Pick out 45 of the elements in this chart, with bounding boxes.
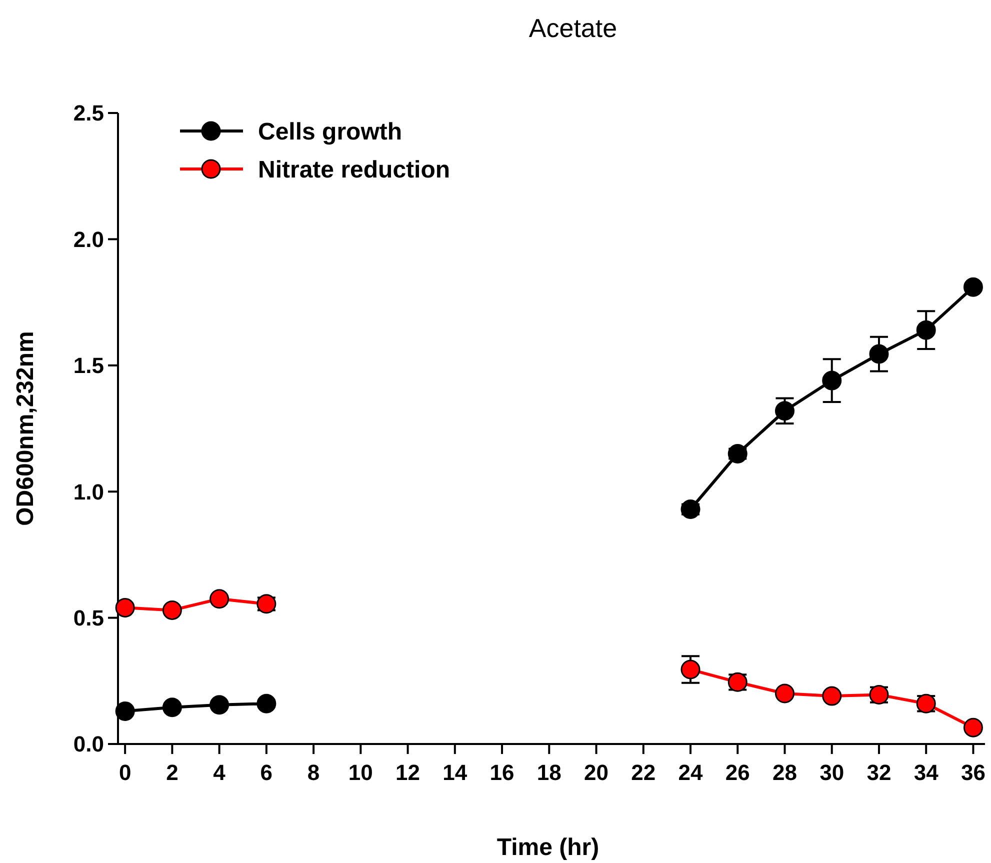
x-tick-label: 2	[166, 760, 178, 785]
x-tick-label: 18	[536, 760, 562, 785]
point	[869, 344, 889, 364]
x-tick-label: 16	[490, 760, 514, 785]
x-tick-label: 30	[820, 760, 844, 785]
x-tick-label: 34	[914, 760, 940, 785]
point	[680, 500, 700, 520]
x-tick-label: 26	[725, 760, 750, 785]
point	[162, 698, 182, 718]
y-tick-label: 2.0	[73, 226, 104, 252]
x-tick-label: 0	[118, 760, 132, 785]
x-tick-label: 10	[348, 760, 373, 785]
x-tick-label: 20	[584, 760, 609, 785]
x-tick-label: 14	[442, 760, 468, 785]
point	[210, 589, 230, 609]
x-axis-title: Time (hr)	[496, 834, 600, 861]
legend-label: Cells growth	[258, 118, 402, 146]
x-tick-label: 4	[213, 760, 226, 785]
chart-title: Acetate	[528, 13, 618, 43]
y-axis-title: OD600nm,232nm	[12, 331, 39, 526]
point	[822, 686, 842, 706]
x-tick-label: 6	[260, 760, 273, 785]
legend-label: Nitrate reduction	[258, 156, 450, 184]
point	[210, 695, 230, 715]
point	[916, 320, 936, 340]
y-tick-label: 2.5	[73, 100, 104, 126]
point	[822, 370, 842, 390]
point	[162, 600, 182, 620]
y-tick-label: 0.5	[73, 606, 104, 630]
x-tick-label: 36	[960, 760, 986, 785]
point	[728, 444, 748, 464]
y-tick-label: 0.0	[73, 732, 104, 757]
x-tick-label: 8	[307, 760, 320, 785]
point	[774, 401, 794, 421]
point	[680, 660, 700, 680]
point	[115, 598, 135, 618]
x-tick-label: 22	[631, 760, 656, 785]
y-tick-label: 1.5	[73, 353, 104, 378]
point	[774, 684, 794, 704]
y-tick-label: 1.0	[73, 479, 104, 504]
x-tick-label: 12	[396, 760, 420, 785]
x-tick-label: 28	[772, 760, 797, 785]
x-tick-label: 32	[866, 760, 892, 785]
x-tick-label: 24	[678, 760, 704, 785]
point	[963, 718, 983, 738]
